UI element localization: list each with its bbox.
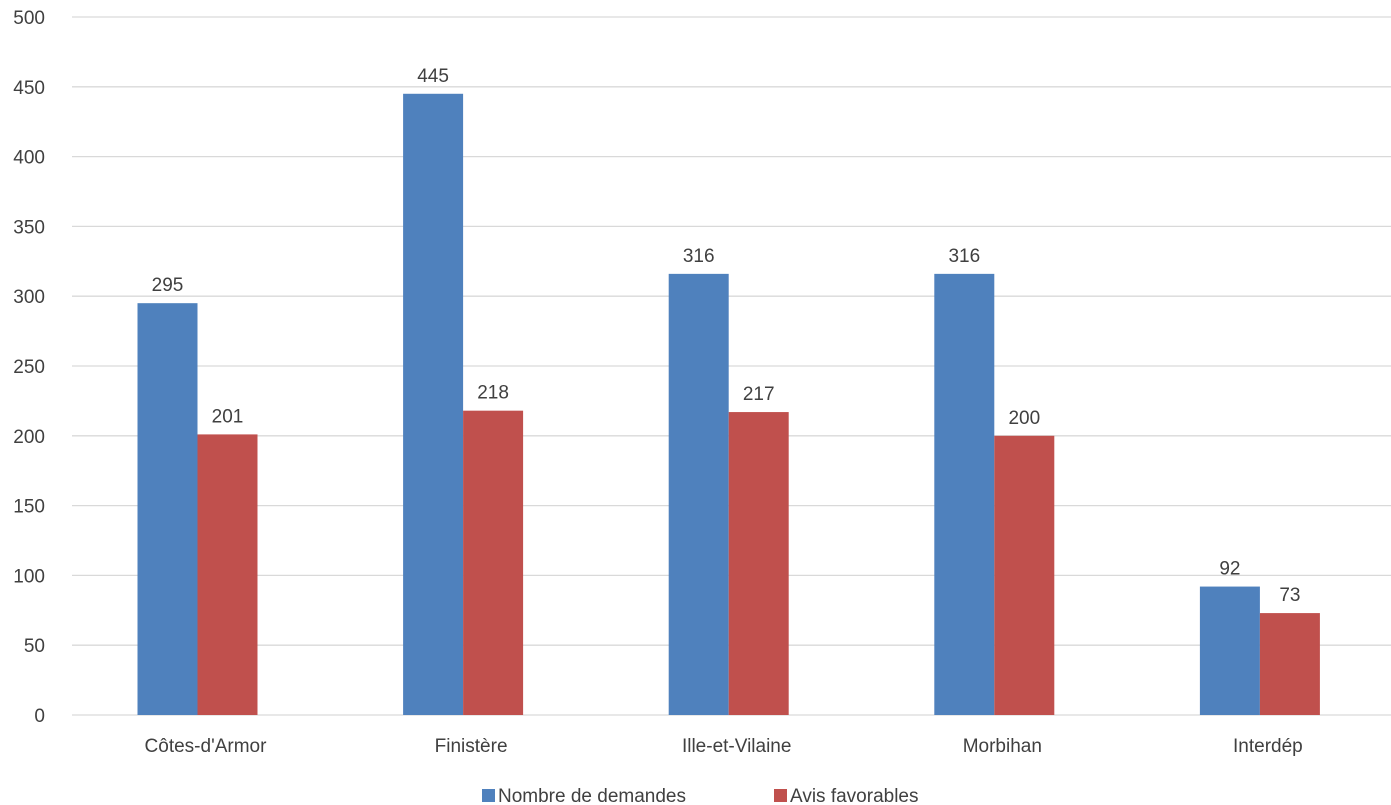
bar-avis-favorables (463, 410, 524, 715)
bar-avis-favorables (197, 434, 258, 715)
bar-nombre-de-demandes (668, 273, 729, 715)
legend-swatch (774, 789, 787, 802)
x-category-label: Côtes-d'Armor (145, 736, 268, 757)
x-axis-category-labels: Côtes-d'Armor Finistère Ille-et-Vilaine Mor… (145, 736, 1303, 757)
bar-nombre-de-demandes (403, 93, 464, 715)
data-label: 92 (1219, 559, 1240, 580)
x-category-label: Interdép (1233, 736, 1303, 757)
bars (137, 93, 1320, 715)
x-category-label: Ille-et-Vilaine (682, 736, 791, 757)
y-axis-tick-labels: 0 50 100 150 200 250 300 350 400 450 500 (13, 8, 45, 727)
bar-nombre-de-demandes (1199, 586, 1260, 715)
data-label: 316 (948, 246, 980, 267)
bar-avis-favorables (728, 412, 789, 715)
data-label: 201 (212, 406, 244, 427)
y-tick-label: 50 (24, 636, 45, 657)
bar-avis-favorables (994, 435, 1055, 715)
y-tick-label: 0 (34, 706, 45, 727)
data-labels: 295 201 445 218 316 217 316 200 92 73 (152, 66, 1301, 606)
bar-nombre-de-demandes (137, 303, 198, 715)
x-category-label: Finistère (435, 736, 508, 757)
data-label: 217 (743, 384, 775, 405)
legend-swatch (482, 789, 495, 802)
y-tick-label: 350 (13, 217, 45, 238)
legend-label: Avis favorables (790, 786, 919, 805)
legend-label: Nombre de demandes (498, 786, 686, 805)
bar-nombre-de-demandes (934, 273, 995, 715)
y-tick-label: 450 (13, 78, 45, 99)
data-label: 200 (1008, 408, 1040, 429)
x-category-label: Morbihan (963, 736, 1042, 757)
data-label: 295 (152, 275, 184, 296)
y-tick-label: 400 (13, 148, 45, 169)
y-tick-label: 250 (13, 357, 45, 378)
y-tick-label: 300 (13, 287, 45, 308)
data-label: 218 (477, 383, 509, 404)
y-tick-label: 150 (13, 497, 45, 518)
y-tick-label: 200 (13, 427, 45, 448)
y-tick-label: 100 (13, 566, 45, 587)
data-label: 316 (683, 246, 715, 267)
bar-avis-favorables (1259, 613, 1320, 715)
data-label: 73 (1279, 585, 1300, 606)
legend: Nombre de demandes Avis favorables (482, 786, 919, 805)
data-label: 445 (417, 66, 449, 87)
y-tick-label: 500 (13, 8, 45, 29)
